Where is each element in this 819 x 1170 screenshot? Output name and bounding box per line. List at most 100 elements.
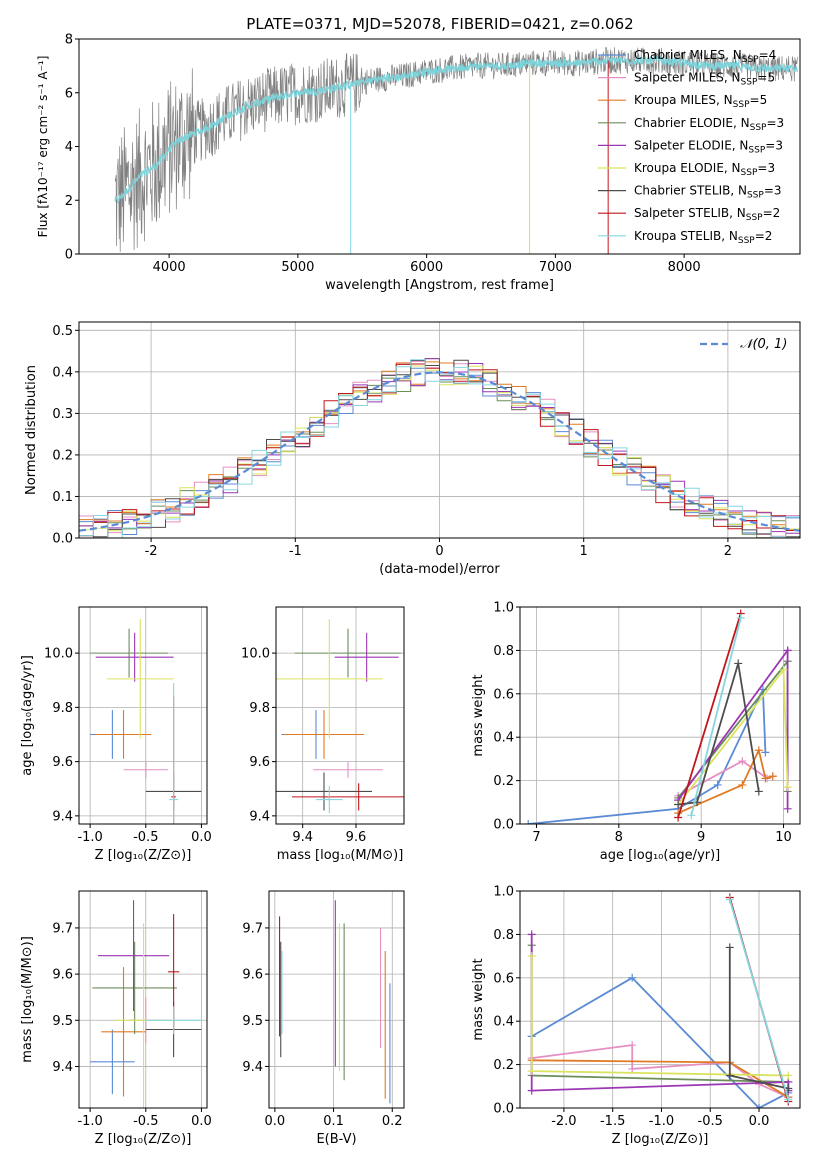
y-tick-label: 9.4 bbox=[249, 809, 270, 824]
legend-sub: SSP bbox=[733, 100, 750, 110]
y-tick-label: 9.5 bbox=[242, 1014, 263, 1029]
mass-weight-marker bbox=[754, 746, 763, 755]
y-tick-label: 8 bbox=[65, 33, 73, 48]
histogram-step-line bbox=[79, 359, 800, 538]
mass-weight-line bbox=[677, 613, 742, 818]
mass-weight-vs-Z-x-axis-label: Z [log₁₀(Z/Z⊙)] bbox=[612, 1132, 709, 1147]
mass-weight-line bbox=[531, 1044, 789, 1099]
residuals-x-axis-label: (data-model)/error bbox=[379, 562, 500, 577]
legend-sub: SSP bbox=[748, 145, 765, 155]
mass-weight-line bbox=[728, 899, 790, 1100]
mass-weight-line bbox=[677, 663, 760, 806]
age-vs-Z-frame bbox=[78, 606, 208, 825]
mass-vs-Z-axes: -1.0 -0.5 0.0 9.4 9.5 9.6 9.7 Z [log₁₀(Z/Z⊙)] ma… bbox=[20, 890, 212, 1147]
mass-weight-marker bbox=[761, 748, 770, 757]
legend-sub: SSP bbox=[741, 168, 758, 178]
spectrum-x-axis-label: wavelength [Angstrom, rest frame] bbox=[325, 278, 554, 293]
y-tick-label: 0.0 bbox=[52, 532, 73, 547]
legend-label: Kroupa ELODIE, NSSP=3 bbox=[634, 161, 775, 178]
y-tick-label: 1.0 bbox=[493, 885, 514, 900]
errorbar-point bbox=[97, 900, 170, 1012]
x-tick-label: 6000 bbox=[410, 260, 443, 275]
mass-weight-vs-age-axes: 7 8 9 10 0.0 0.2 0.4 0.6 0.8 1.0 age [log₁₀(age/yr… bbox=[471, 601, 801, 863]
y-tick-label: 9.6 bbox=[242, 968, 263, 983]
errorbar-point bbox=[145, 1006, 202, 1035]
spectrum-y-axis-label: Flux [fλ10⁻¹⁷ erg cm⁻² s⁻¹ A⁻¹] bbox=[36, 56, 50, 238]
legend-sub: SSP bbox=[747, 191, 764, 201]
errorbar-point bbox=[95, 710, 152, 759]
legend-value: =2 bbox=[755, 229, 773, 243]
mass-weight-marker bbox=[783, 646, 792, 655]
y-tick-label: 10.0 bbox=[241, 647, 270, 662]
mass-weight-marker bbox=[784, 1095, 793, 1104]
y-tick-label: 0.2 bbox=[493, 774, 514, 789]
errorbar-point bbox=[284, 710, 364, 759]
age-vs-Z-plot-area bbox=[90, 619, 202, 824]
x-tick-label: -0.5 bbox=[698, 1114, 723, 1129]
mass-weight-marker bbox=[524, 820, 533, 824]
y-tick-label: 9.8 bbox=[249, 701, 270, 716]
errorbar-point bbox=[106, 619, 174, 739]
spectrum-plot-area bbox=[114, 47, 798, 254]
mass-weight-marker bbox=[674, 813, 683, 822]
normal-distribution-curve bbox=[79, 371, 800, 532]
histogram-step-line bbox=[79, 365, 800, 532]
y-tick-label: 9.6 bbox=[52, 968, 73, 983]
y-tick-label: 0.4 bbox=[493, 1015, 514, 1030]
y-tick-label: 9.4 bbox=[52, 809, 73, 824]
mass-weight-vs-Z-y-axis-label: mass weight bbox=[471, 958, 486, 1040]
mass-vs-Z-plot-area bbox=[90, 900, 202, 1108]
y-tick-label: 9.4 bbox=[242, 1060, 263, 1075]
mass-weight-marker bbox=[755, 1104, 764, 1108]
errorbar-point bbox=[294, 628, 402, 678]
y-tick-label: 0.4 bbox=[52, 365, 73, 380]
mass-weight-marker bbox=[734, 659, 743, 668]
age-vs-mass-axes: 9.4 9.6 9.4 9.6 9.8 10.0 mass [log₁₀(M/M⊙)] bbox=[241, 606, 405, 863]
mass-weight-marker bbox=[768, 772, 777, 781]
x-tick-label: -1 bbox=[289, 544, 302, 559]
legend-sub: SSP bbox=[750, 123, 767, 133]
mass-weight-marker bbox=[779, 665, 788, 674]
y-tick-label: 0.5 bbox=[52, 324, 73, 339]
mass-weight-marker bbox=[725, 895, 734, 904]
legend-sub: SSP bbox=[746, 213, 763, 223]
y-tick-label: 0 bbox=[65, 248, 73, 263]
errorbar-point bbox=[169, 682, 179, 824]
mass-weight-marker bbox=[713, 780, 722, 789]
x-tick-label: 0 bbox=[435, 544, 443, 559]
legend-value: =5 bbox=[750, 93, 768, 107]
mass-weight-marker bbox=[761, 774, 770, 783]
residuals-y-axis-label: Normed distribution bbox=[24, 365, 39, 495]
age-vs-Z-axes: -1.0 -0.5 0.0 9.4 9.6 9.8 10.0 Z [log₁₀(Z/Z⊙)] a… bbox=[20, 606, 212, 863]
mass-weight-marker bbox=[783, 804, 792, 813]
legend-label: 𝒩(0, 1) bbox=[740, 337, 787, 352]
errorbar-point bbox=[123, 761, 169, 778]
age-vs-mass-frame bbox=[275, 606, 405, 825]
errorbar-point bbox=[316, 786, 343, 814]
mass-weight-marker bbox=[725, 1071, 734, 1080]
legend-value: =3 bbox=[765, 138, 783, 152]
x-tick-label: 7 bbox=[532, 830, 540, 845]
mass-weight-marker bbox=[783, 783, 792, 792]
y-tick-label: 4 bbox=[65, 140, 73, 155]
age-vs-mass-plot-area bbox=[276, 619, 404, 814]
x-tick-label: -0.5 bbox=[133, 1114, 158, 1129]
mass-vs-Z-frame bbox=[78, 890, 208, 1109]
errorbar-point bbox=[101, 967, 146, 1097]
errorbar-point bbox=[313, 761, 383, 778]
y-tick-label: 9.6 bbox=[52, 755, 73, 770]
errorbar-point bbox=[92, 941, 177, 1035]
errorbar-point bbox=[334, 632, 399, 682]
y-tick-label: 0.0 bbox=[493, 1102, 514, 1117]
mass-vs-Z-x-axis-label: Z [log₁₀(Z/Z⊙)] bbox=[95, 1132, 192, 1147]
x-tick-label: 8 bbox=[615, 830, 623, 845]
mass-weight-line bbox=[528, 689, 767, 824]
age-vs-Z-x-axis-label: Z [log₁₀(Z/Z⊙)] bbox=[95, 848, 192, 863]
x-tick-label: 4000 bbox=[153, 260, 186, 275]
mass-weight-marker bbox=[527, 930, 536, 939]
x-tick-label: 1 bbox=[580, 544, 588, 559]
y-tick-label: 2 bbox=[65, 194, 73, 209]
errorbar-point bbox=[95, 632, 174, 682]
errorbar-point bbox=[276, 772, 372, 811]
